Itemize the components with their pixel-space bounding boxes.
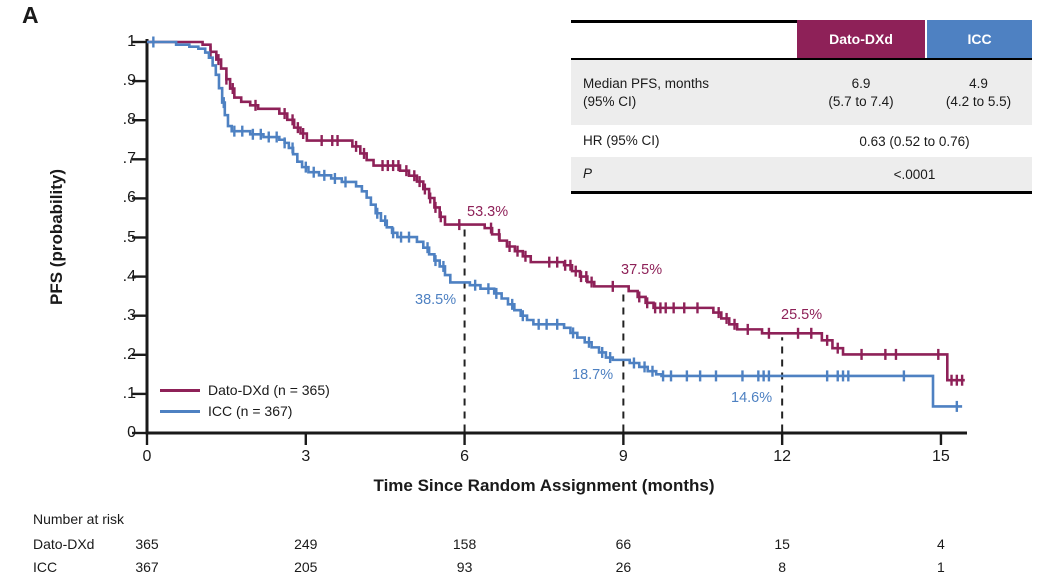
risk-value-icc: 93 (456, 559, 473, 575)
legend-line-dato (160, 389, 200, 392)
median-pfs-icc-value: 4.9 (4.2 to 5.5) (945, 75, 1012, 109)
x-tick-label: 0 (142, 448, 152, 465)
km-curve-dato (147, 40, 965, 382)
x-tick-label: 9 (618, 448, 628, 465)
risk-value-dato: 249 (294, 536, 318, 552)
risk-value-icc: 8 (778, 559, 787, 575)
legend-label-icc: ICC (n = 367) (208, 403, 293, 419)
panel-label: A (22, 2, 39, 28)
percent-label-icc: 14.6% (731, 390, 773, 406)
hr-label: HR (95% CI) (583, 133, 660, 148)
x-tick-label: 6 (460, 448, 470, 465)
y-tick-label: .8 (122, 111, 136, 129)
y-tick-label: .2 (122, 345, 136, 363)
p-label: P (583, 166, 593, 181)
y-tick-label: .1 (122, 384, 136, 402)
stats-header-rule (571, 58, 1032, 60)
percent-label-icc: 18.7% (572, 367, 614, 383)
stats-table: Dato-DXd ICC Median PFS, months (95% CI)… (571, 20, 1032, 194)
risk-value-dato: 158 (452, 536, 477, 552)
y-tick-label: .6 (122, 189, 136, 207)
risk-value-dato: 15 (774, 536, 790, 552)
legend-label-dato: Dato-DXd (n = 365) (208, 382, 330, 398)
stats-table-top-rule (571, 20, 797, 23)
percent-label-dato: 37.5% (621, 262, 663, 278)
y-tick-label: .9 (122, 72, 136, 90)
risk-value-icc: 1 (937, 559, 945, 575)
y-tick-label: .7 (122, 150, 136, 168)
risk-row-label-icc: ICC (33, 559, 58, 575)
stats-table-bottom-rule (571, 191, 1032, 194)
y-tick-label: 1 (127, 33, 136, 50)
risk-value-icc: 367 (135, 559, 159, 575)
stats-header-dato: Dato-DXd (797, 20, 925, 58)
percent-label-icc: 38.5% (415, 292, 457, 308)
percent-label-dato: 25.5% (781, 307, 823, 323)
hr-value: 0.63 (0.52 to 0.76) (859, 133, 970, 149)
risk-value-icc: 26 (615, 559, 632, 575)
x-axis-label: Time Since Random Assignment (months) (373, 476, 715, 495)
risk-table-title: Number at risk (33, 511, 125, 527)
risk-value-icc: 205 (294, 559, 318, 575)
median-pfs-label: Median PFS, months (95% CI) (583, 75, 710, 109)
risk-row-label-dato: Dato-DXd (33, 536, 95, 552)
y-tick-label: .3 (122, 306, 136, 324)
risk-value-dato: 66 (615, 536, 632, 552)
risk-value-dato: 365 (135, 536, 159, 552)
risk-value-dato: 4 (937, 536, 945, 552)
stats-row-median: Median PFS, months (95% CI) 6.9 (5.7 to … (571, 60, 1032, 125)
x-tick-label: 3 (301, 448, 311, 465)
x-tick-label: 15 (932, 448, 950, 465)
y-tick-label: .4 (122, 267, 136, 285)
stats-row-p: P <.0001 (571, 157, 1032, 191)
y-tick-label: .5 (122, 228, 136, 246)
stats-row-hr: HR (95% CI) 0.63 (0.52 to 0.76) (571, 125, 1032, 157)
percent-label-dato: 53.3% (467, 204, 509, 220)
median-pfs-dato-value: 6.9 (5.7 to 7.4) (828, 75, 894, 109)
p-value: <.0001 (893, 166, 936, 182)
y-axis-label: PFS (probability) (47, 169, 66, 305)
y-tick-label: 0 (127, 424, 136, 441)
x-tick-label: 12 (773, 448, 792, 465)
legend-line-icc (160, 410, 200, 413)
stats-header-icc: ICC (927, 20, 1032, 58)
